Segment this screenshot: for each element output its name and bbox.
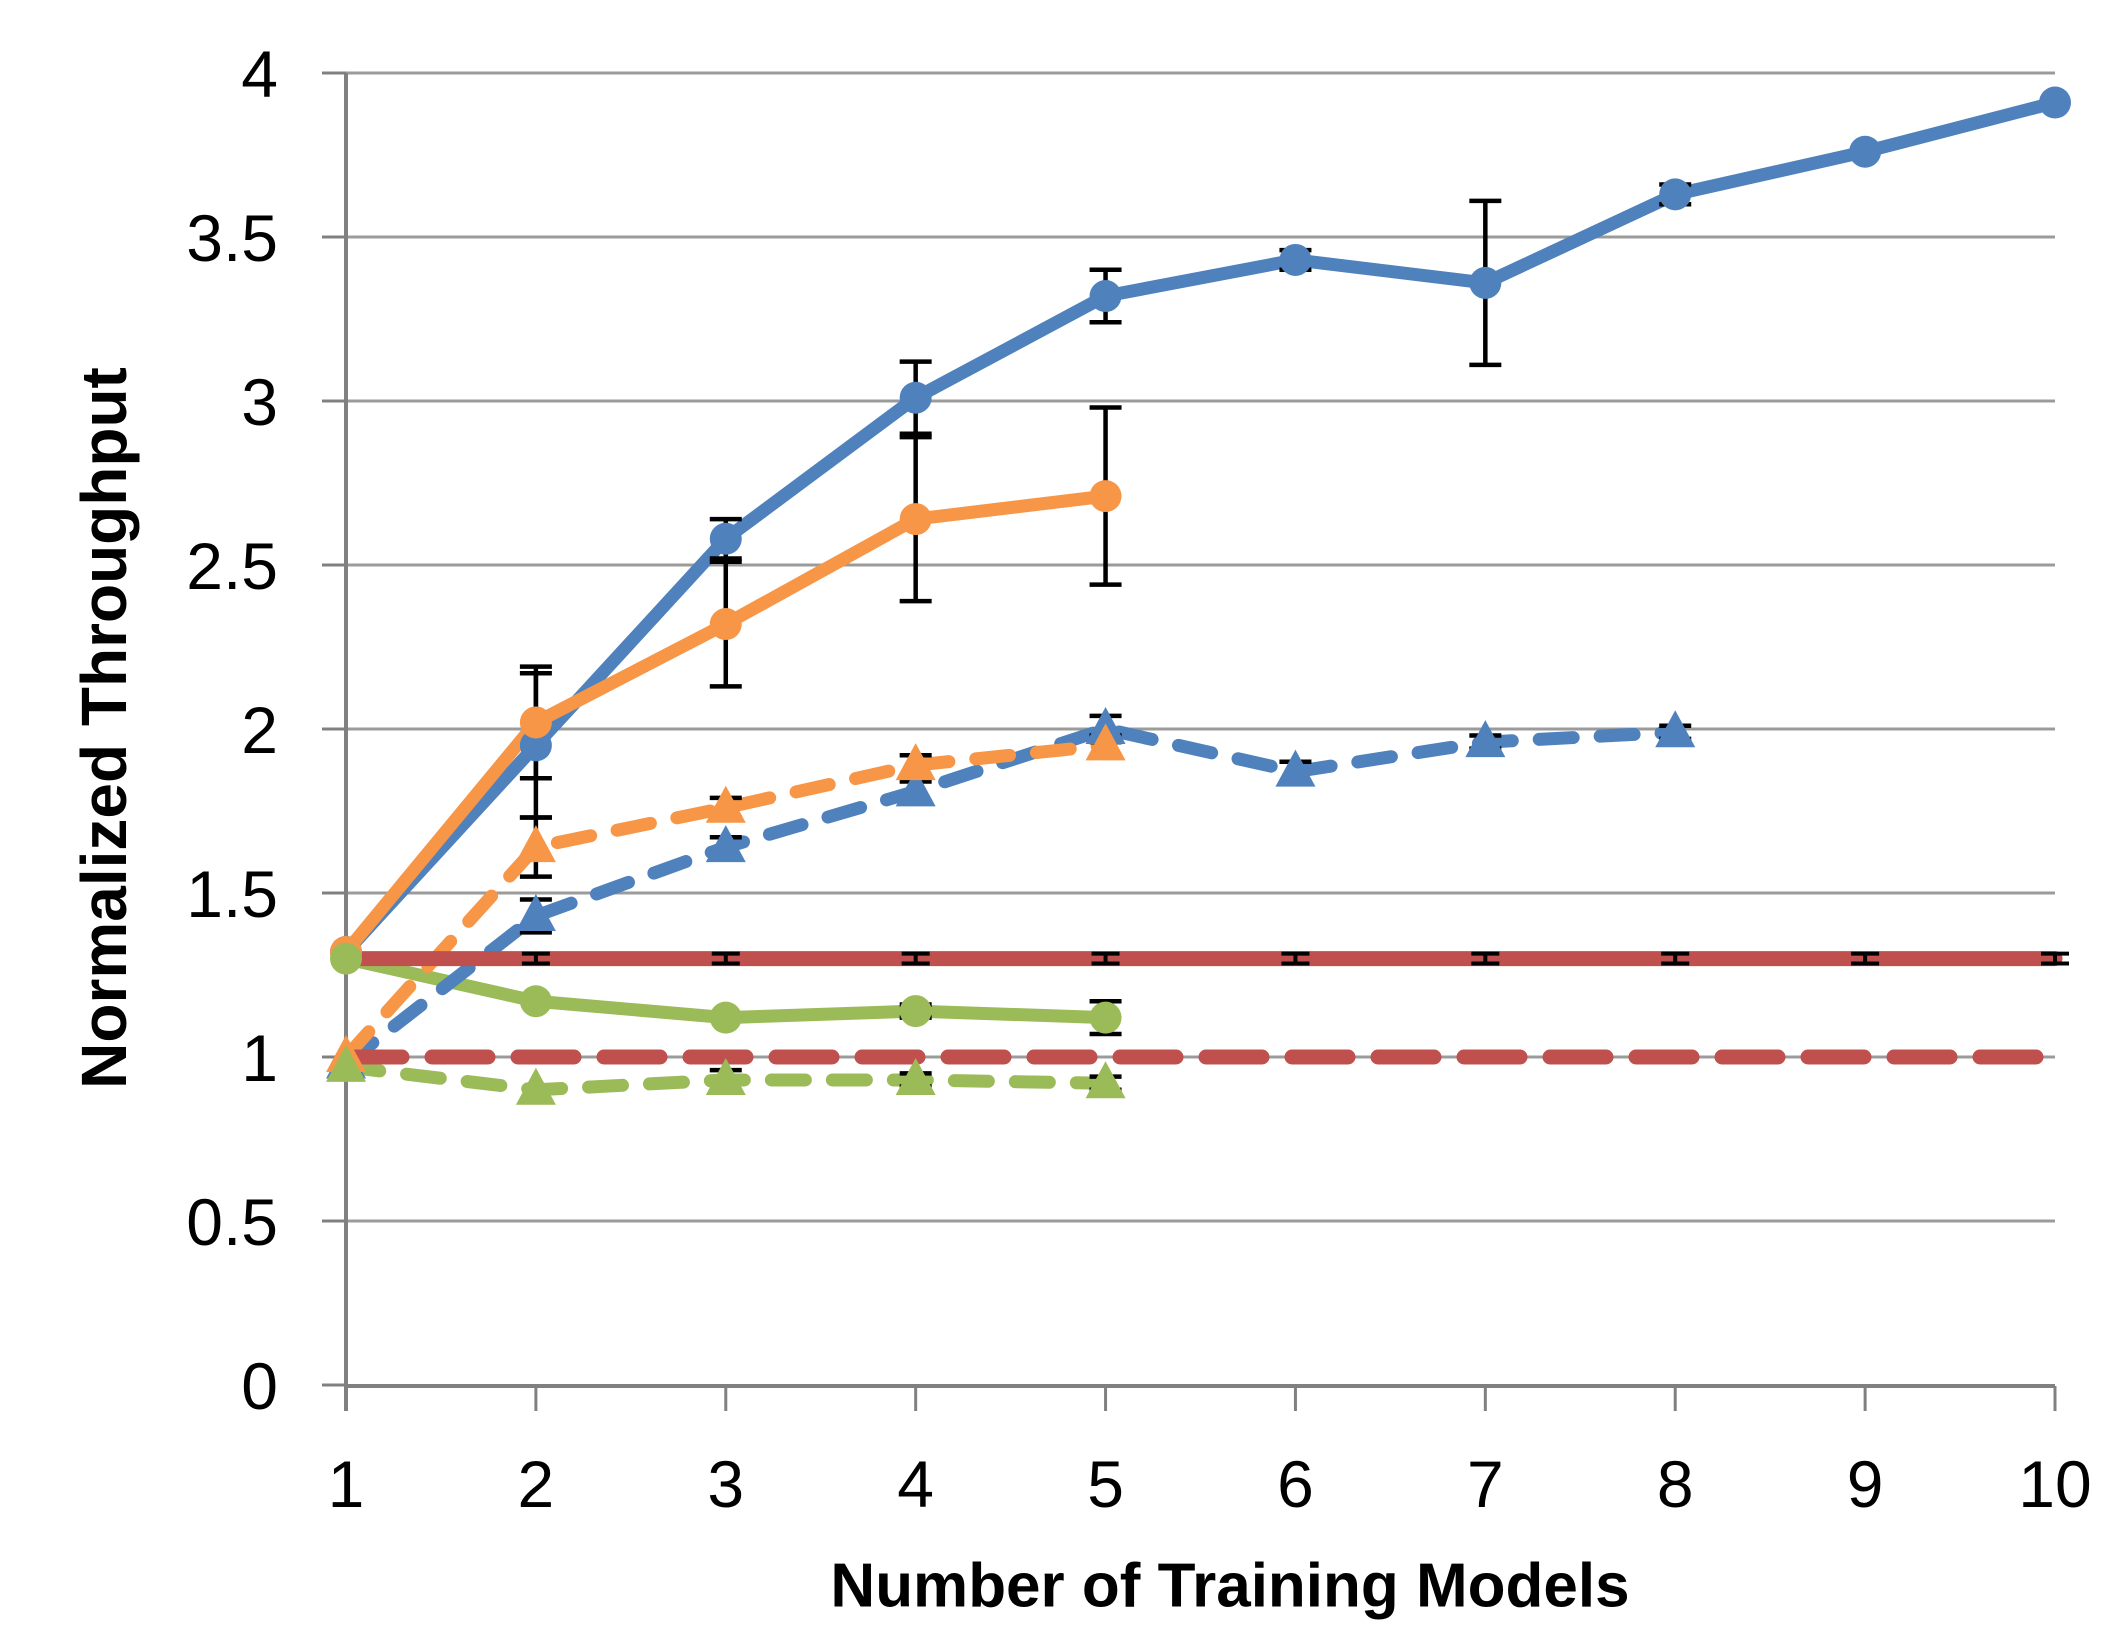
- blue-solid-circle-line: [339, 96, 2062, 959]
- blue-solid-circle-marker: [1469, 266, 1502, 299]
- green-solid-circle-marker: [1089, 1001, 1122, 1034]
- blue-dashed-triangle-marker: [515, 893, 556, 931]
- x-tick-label: 8: [1657, 1447, 1694, 1521]
- x-tick-label: 10: [2018, 1447, 2091, 1521]
- blue-dashed-triangle-marker: [705, 825, 746, 863]
- y-tick-label: 0.5: [186, 1185, 278, 1259]
- blue-solid-circle-marker: [2039, 86, 2071, 119]
- y-tick-label: 3.5: [186, 201, 278, 275]
- blue-solid-circle-marker: [1659, 178, 1692, 211]
- y-tick-label: 1.5: [186, 857, 278, 931]
- x-tick-label: 4: [897, 1447, 934, 1521]
- blue-dashed-triangle-marker: [1655, 710, 1696, 748]
- green-dashed-triangle-marker: [705, 1057, 746, 1095]
- green-solid-circle-marker: [330, 942, 362, 975]
- blue-solid-circle-marker: [1279, 243, 1312, 276]
- blue-solid-circle-marker: [1089, 280, 1122, 313]
- orange-dashed-triangle-line: [339, 738, 1113, 1064]
- y-tick-label: 2.5: [186, 529, 278, 603]
- x-tick-label: 2: [518, 1447, 555, 1521]
- x-tick-label: 1: [328, 1447, 365, 1521]
- orange-dashed-triangle-marker: [515, 825, 556, 863]
- green-solid-circle-marker: [899, 995, 932, 1028]
- blue-dashed-triangle-marker: [1465, 720, 1506, 758]
- y-tick-label: 3: [241, 365, 278, 439]
- y-axis-title: Normalized Throughput: [68, 367, 140, 1089]
- y-tick-label: 0: [241, 1349, 278, 1423]
- y-tick-label: 4: [241, 37, 278, 111]
- x-axis-title: Number of Training Models: [830, 1551, 1630, 1621]
- y-tick-label: 2: [241, 693, 278, 767]
- x-tick-label: 7: [1467, 1447, 1504, 1521]
- orange-solid-circle-marker: [709, 608, 742, 641]
- blue-solid-circle-marker: [899, 381, 932, 414]
- blue-dashed-triangle-marker: [895, 769, 936, 807]
- orange-solid-circle-marker: [899, 503, 932, 536]
- y-tick-label: 1: [241, 1021, 278, 1095]
- x-tick-label: 3: [707, 1447, 744, 1521]
- green-dashed-triangle-marker: [895, 1057, 936, 1095]
- orange-solid-circle-marker: [519, 706, 552, 739]
- blue-dashed-triangle-marker: [1275, 749, 1316, 787]
- x-tick-label: 5: [1087, 1447, 1124, 1521]
- orange-solid-circle-marker: [1089, 480, 1122, 513]
- green-dashed-triangle-marker: [515, 1067, 556, 1105]
- green-dashed-triangle-marker: [326, 1044, 366, 1082]
- orange-dashed-triangle-marker: [895, 743, 936, 781]
- green-solid-circle-marker: [709, 1001, 742, 1034]
- green-dashed-triangle-marker: [1085, 1061, 1126, 1099]
- blue-solid-circle-marker: [519, 729, 552, 762]
- orange-dashed-triangle-marker: [705, 785, 746, 823]
- x-tick-label: 9: [1847, 1447, 1884, 1521]
- green-solid-circle-marker: [519, 985, 552, 1018]
- x-tick-label: 6: [1277, 1447, 1314, 1521]
- blue-solid-circle-marker: [709, 522, 742, 555]
- orange-dashed-triangle-marker: [1085, 723, 1126, 761]
- blue-solid-circle-marker: [1849, 135, 1882, 168]
